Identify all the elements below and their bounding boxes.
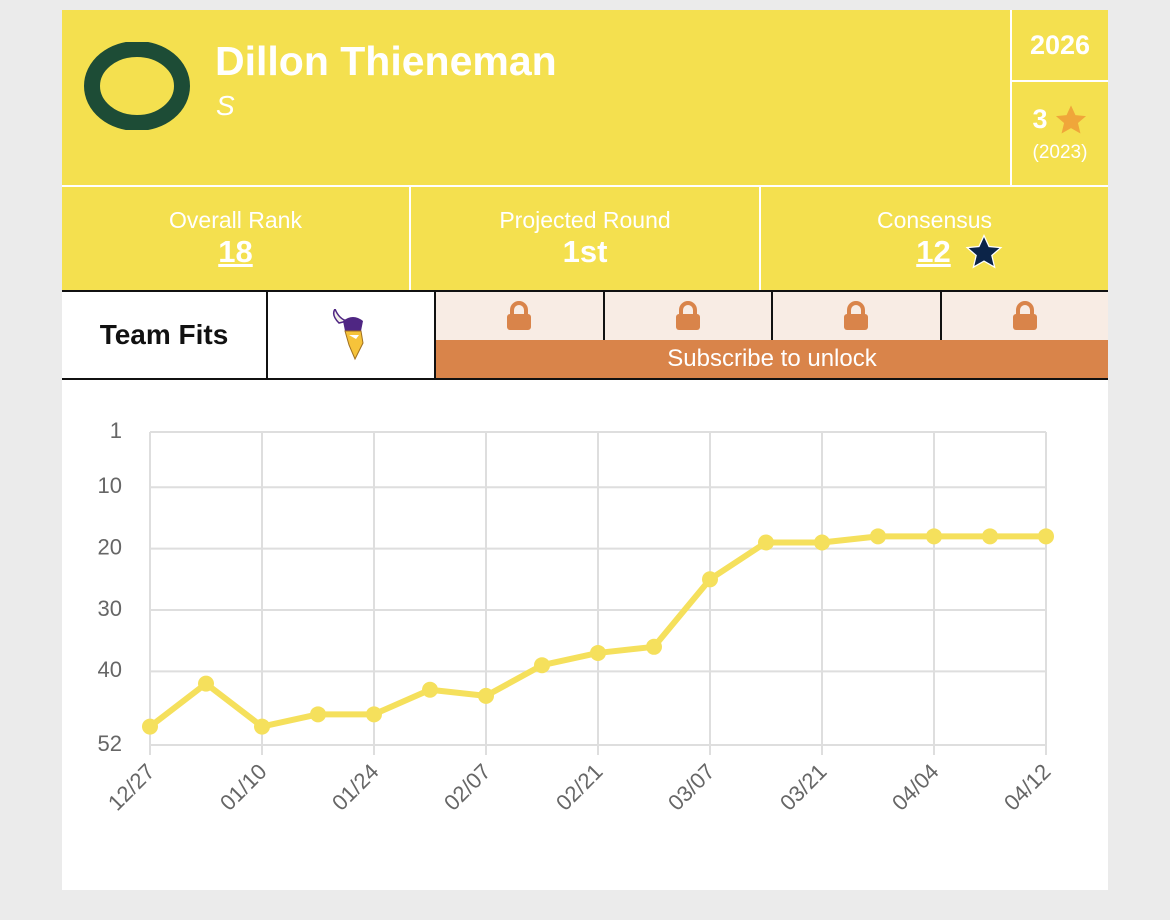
subscribe-text: Subscribe to unlock: [667, 345, 877, 372]
lock-cell[interactable]: [942, 292, 1109, 340]
player-header: Dillon Thieneman S: [62, 10, 1010, 185]
rank-point: [310, 706, 326, 723]
team-fit-cell[interactable]: [266, 292, 436, 378]
stat-value[interactable]: 12: [916, 234, 951, 269]
rank-chart: 1 10 20 30 40 52 12/27 01/10 01/24 02/07 02/21 03/0…: [98, 418, 1056, 816]
y-tick-label: 20: [98, 534, 122, 559]
y-tick-label: 30: [98, 596, 122, 621]
stat-label: Consensus: [876, 207, 993, 233]
x-tick-label: 12/27: [103, 759, 160, 816]
y-tick-label: 40: [98, 657, 122, 682]
rank-point: [366, 706, 382, 723]
rank-point: [814, 534, 830, 551]
rank-point: [142, 718, 158, 735]
player-name: Dillon Thieneman: [215, 38, 557, 84]
stat-consensus: Consensus 12: [761, 187, 1108, 290]
x-tick-label: 02/07: [439, 759, 496, 816]
player-position: S: [216, 90, 235, 121]
rank-point: [758, 534, 774, 551]
rank-point: [702, 571, 718, 588]
stat-round: Projected Round 1st: [411, 187, 759, 290]
locked-cells: [436, 292, 1108, 340]
y-tick-label: 52: [98, 731, 122, 756]
stat-label: Projected Round: [499, 207, 671, 233]
rank-point: [478, 687, 494, 704]
star-rating: 3 (2023): [1012, 82, 1108, 185]
lock-icon: [675, 301, 700, 330]
lock-cell[interactable]: [773, 292, 942, 340]
rank-point: [926, 528, 942, 545]
y-tick-label: 10: [98, 473, 122, 498]
class-year: 2026: [1012, 10, 1108, 80]
rank-point: [534, 657, 550, 674]
star-year: (2023): [1032, 141, 1088, 163]
rank-point: [254, 718, 270, 735]
x-tick-label: 01/10: [215, 759, 272, 816]
stars: 3: [1032, 104, 1048, 134]
rank-point: [198, 675, 214, 692]
rank-point: [1038, 528, 1054, 545]
lock-icon: [844, 301, 869, 330]
lock-icon: [507, 301, 532, 330]
x-tick-label: 04/12: [999, 759, 1056, 816]
lock-cell[interactable]: [436, 292, 605, 340]
x-tick-label: 03/07: [663, 759, 720, 816]
cowboys-star: [965, 234, 1003, 269]
class-year-text: 2026: [1029, 29, 1091, 60]
rank-point: [982, 528, 998, 545]
subscribe-bar[interactable]: Subscribe to unlock: [436, 340, 1108, 378]
rank-point: [870, 528, 886, 545]
team-fits-label: Team Fits: [62, 292, 266, 378]
team-logo: [84, 42, 190, 130]
stat-overall: Overall Rank 18: [62, 187, 409, 290]
stat-value: 1st: [562, 234, 608, 269]
x-tick-label: 02/21: [551, 759, 608, 816]
stat-label: Overall Rank: [169, 207, 302, 233]
x-tick-label: 01/24: [327, 759, 384, 816]
vikings-logo: [332, 309, 364, 361]
star-icon: [1055, 104, 1086, 133]
lock-icon: [1012, 301, 1037, 330]
x-tick-label: 04/04: [887, 759, 944, 816]
rank-point: [646, 638, 662, 655]
team-fits-text: Team Fits: [99, 319, 229, 350]
lock-cell[interactable]: [605, 292, 773, 340]
rank-point: [422, 681, 438, 698]
rank-point: [590, 644, 606, 661]
stat-value[interactable]: 18: [218, 234, 253, 269]
y-tick-label: 1: [110, 418, 122, 443]
team-fits-row: [62, 290, 1108, 380]
x-tick-label: 03/21: [775, 759, 832, 816]
